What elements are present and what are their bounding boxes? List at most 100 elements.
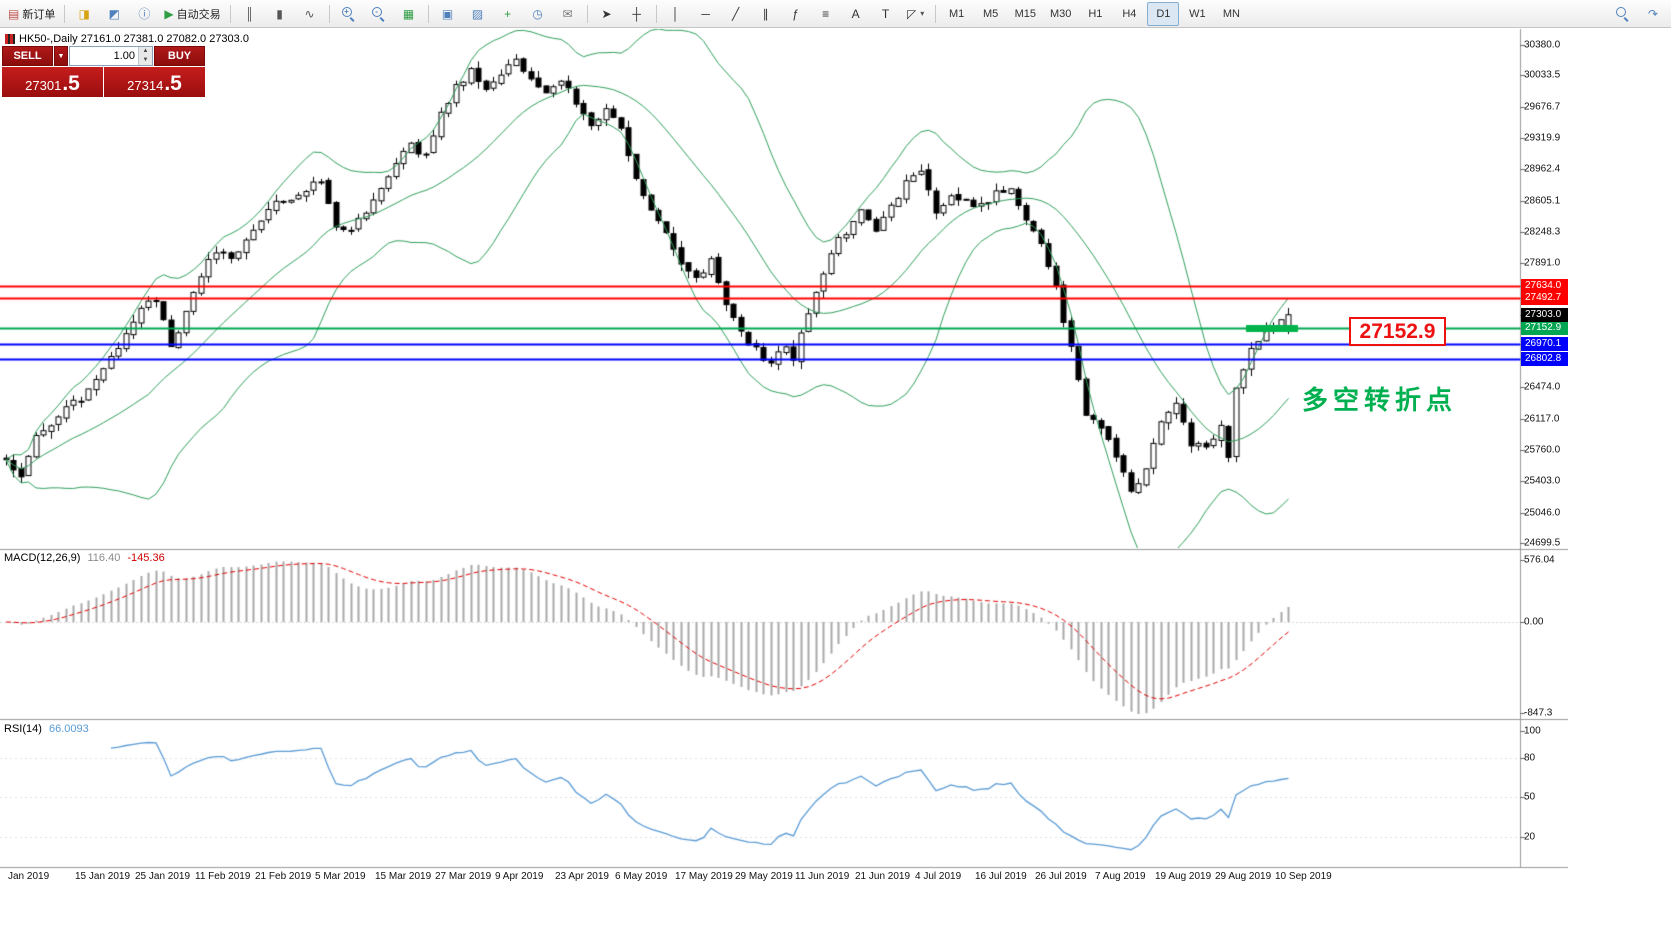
vertical-line-button[interactable]: │ (662, 2, 690, 26)
clock-icon: ◷ (532, 6, 543, 21)
buy-button[interactable]: BUY (154, 46, 205, 66)
timeframe-m5-button[interactable]: M5 (982, 7, 999, 20)
toolbar-separator (586, 4, 588, 23)
zoom-in-icon: + (341, 6, 356, 22)
navigator-icon: ◩ (108, 6, 121, 21)
new-order-button[interactable]: ▤ 新订单 (4, 2, 59, 26)
timeframe-m15-button[interactable]: M15 (1014, 7, 1036, 20)
toolbar-overflow-button[interactable]: ↷ (1639, 2, 1667, 26)
search-icon (1616, 6, 1630, 22)
toolbar-separator (655, 4, 657, 23)
sell-button[interactable]: SELL (2, 46, 53, 66)
line-chart-button[interactable]: ∿ (296, 2, 324, 26)
text-icon: A (851, 6, 860, 21)
chevron-down-icon: ▾ (920, 9, 925, 18)
text-button[interactable]: A (842, 2, 870, 26)
market-watch-button[interactable]: ◨ (70, 2, 98, 26)
main-toolbar: ▤ 新订单 ◨ ◩ ⓘ ▶ 自动交易 ║ ▮ ∿ + - ▦ ▣ ▨ + ◷ ✉ ➤ ┼ │ ─ ╱ ∥ ƒ ≡ A T ◸ ▾ M1 M5 M… (0, 0, 1671, 28)
buy-price-main: 27314 (127, 78, 164, 93)
one-click-trading-panel: SELL ▼ ▲ ▼ BUY 27301 .5 27314 .5 (2, 46, 205, 97)
info-icon: ⓘ (138, 6, 151, 21)
market-watch-icon: ◨ (78, 6, 91, 21)
new-chart-button[interactable]: ▣ (434, 2, 462, 26)
chart-ohlc-title: HK50-,Daily 27161.0 27381.0 27082.0 2730… (5, 33, 249, 45)
candlestick-icon: ▮ (276, 6, 283, 21)
tile-windows-button[interactable]: ▦ (395, 2, 423, 26)
cursor-button[interactable]: ➤ (593, 2, 621, 26)
candlestick-chart-button[interactable]: ▮ (266, 2, 294, 26)
macd-indicator-label: MACD(12,26,9) 116.40 -145.36 (4, 552, 165, 564)
chart-annotation: 多空转折点 (1302, 385, 1458, 415)
sell-price-main: 27301 (25, 78, 62, 93)
plus-icon: + (504, 6, 512, 21)
periods-button[interactable]: ◷ (524, 2, 552, 26)
auto-trading-label: 自动交易 (176, 8, 221, 21)
chart-icon (5, 34, 15, 44)
play-icon: ▶ (164, 6, 174, 21)
new-order-icon: ▤ (8, 6, 20, 21)
label-button[interactable]: T (872, 2, 900, 26)
tile-windows-icon: ▦ (402, 6, 415, 21)
arrow-shape-icon: ◸ (906, 6, 917, 21)
toolbar-separator (427, 4, 429, 23)
fibonacci-button[interactable]: ƒ (782, 2, 810, 26)
crosshair-icon: ┼ (632, 6, 641, 21)
volume-dropdown-button[interactable]: ▼ (54, 46, 68, 66)
timeframe-d1-button[interactable]: D1 (1147, 1, 1180, 26)
zoom-out-button[interactable]: - (365, 2, 393, 26)
cursor-icon: ➤ (601, 6, 612, 21)
buy-price-pips: .5 (164, 72, 182, 95)
zoom-out-icon: - (371, 6, 386, 22)
volume-field: ▲ ▼ (69, 46, 153, 66)
zoom-in-button[interactable]: + (335, 2, 363, 26)
arrows-button[interactable]: ◸ ▾ (902, 2, 930, 26)
buy-price[interactable]: 27314 .5 (104, 67, 205, 97)
label-icon: T (881, 6, 890, 21)
horizontal-line-button[interactable]: ─ (692, 2, 720, 26)
chevron-down-icon: ▼ (57, 52, 65, 60)
volume-input[interactable] (70, 47, 138, 65)
timeframe-m1-button[interactable]: M1 (948, 7, 965, 20)
chart-title-text: HK50-,Daily 27161.0 27381.0 27082.0 2730… (19, 33, 249, 45)
toolbar-separator (934, 4, 936, 23)
toolbar-separator (229, 4, 231, 23)
bar-chart-icon: ║ (245, 6, 254, 21)
levels-button[interactable]: ≡ (812, 2, 840, 26)
terminal-button[interactable]: ⓘ (130, 2, 158, 26)
trendline-icon: ╱ (731, 6, 740, 21)
overflow-arrow-icon: ↷ (1647, 6, 1659, 21)
timeframe-w1-button[interactable]: W1 (1189, 7, 1206, 20)
crosshair-button[interactable]: ┼ (623, 2, 651, 26)
new-chart-icon: ▣ (441, 6, 454, 21)
profiles-button[interactable]: ▨ (464, 2, 492, 26)
profiles-icon: ▨ (471, 6, 484, 21)
timeframe-h4-button[interactable]: H4 (1122, 7, 1137, 20)
sell-price-pips: .5 (62, 72, 80, 95)
volume-stepper[interactable]: ▲ ▼ (138, 47, 152, 65)
levels-icon: ≡ (822, 6, 830, 21)
trendline-button[interactable]: ╱ (722, 2, 750, 26)
timeframe-h1-button[interactable]: H1 (1088, 7, 1103, 20)
horizontal-line-icon: ─ (701, 6, 710, 21)
bar-chart-button[interactable]: ║ (236, 2, 264, 26)
channel-button[interactable]: ∥ (752, 2, 780, 26)
indicators-button[interactable]: + (494, 2, 522, 26)
line-chart-icon: ∿ (304, 6, 315, 21)
navigator-button[interactable]: ◩ (100, 2, 128, 26)
toolbar-separator (328, 4, 330, 23)
macd-main-value: 116.40 (87, 552, 121, 564)
channel-icon: ∥ (762, 6, 769, 21)
auto-trading-button[interactable]: ▶ 自动交易 (160, 2, 224, 26)
timeframe-m30-button[interactable]: M30 (1049, 7, 1072, 20)
price-callout: 27152.9 (1349, 317, 1446, 346)
templates-button[interactable]: ✉ (554, 2, 582, 26)
stepper-up-icon: ▲ (139, 47, 152, 56)
search-button[interactable] (1609, 2, 1637, 26)
macd-signal-value: -145.36 (127, 552, 165, 564)
sell-price[interactable]: 27301 .5 (2, 67, 103, 97)
toolbar-separator (64, 4, 66, 23)
stepper-down-icon: ▼ (139, 56, 152, 65)
timeframe-mn-button[interactable]: MN (1222, 7, 1240, 20)
mail-icon: ✉ (562, 6, 573, 21)
